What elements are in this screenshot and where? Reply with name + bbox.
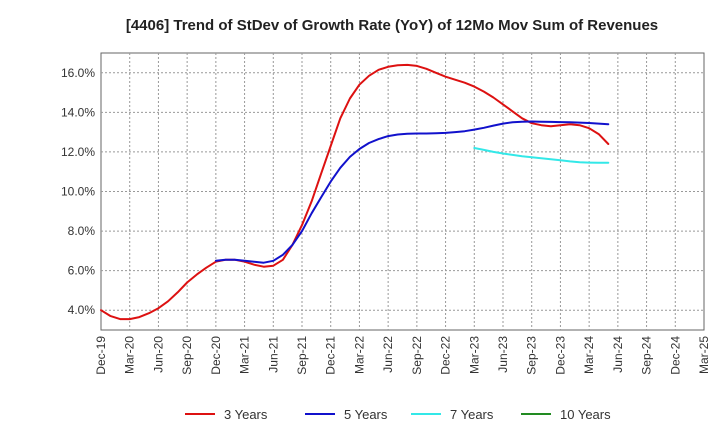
- x-tick-label: Jun-23: [496, 336, 510, 373]
- x-tick-label: Sep-24: [640, 336, 654, 375]
- x-tick-label: Sep-22: [410, 336, 424, 375]
- chart-title: [4406] Trend of StDev of Growth Rate (Yo…: [126, 17, 658, 34]
- legend-label-10-years: 10 Years: [560, 407, 611, 422]
- x-tick-label: Mar-21: [238, 336, 252, 374]
- y-tick-label: 12.0%: [61, 145, 95, 159]
- x-tick-label: Jun-20: [151, 336, 165, 373]
- x-tick-label: Jun-21: [266, 336, 280, 373]
- x-tick-label: Sep-23: [525, 336, 539, 375]
- y-axis-ticks: 4.0% 6.0% 8.0% 10.0% 12.0% 14.0% 16.0%: [61, 66, 95, 317]
- x-tick-label: Mar-24: [582, 336, 596, 374]
- x-tick-label: Jun-22: [381, 336, 395, 373]
- x-tick-label: Dec-22: [439, 336, 453, 375]
- legend-label-3-years: 3 Years: [224, 407, 268, 422]
- legend: 3 Years 5 Years 7 Years 10 Years: [185, 407, 611, 422]
- x-tick-label: Sep-21: [295, 336, 309, 375]
- y-tick-label: 16.0%: [61, 66, 95, 80]
- y-tick-label: 4.0%: [68, 303, 96, 317]
- x-tick-label: Dec-19: [94, 336, 108, 375]
- series-lines: [100, 63, 610, 321]
- x-tick-label: Mar-22: [352, 336, 366, 374]
- series-line-5-years: [214, 120, 610, 264]
- x-tick-label: Mar-25: [697, 336, 711, 374]
- series-line-3-years: [100, 63, 610, 321]
- x-tick-label: Mar-20: [123, 336, 137, 374]
- y-tick-label: 6.0%: [68, 264, 96, 278]
- x-tick-label: Jun-24: [611, 336, 625, 373]
- x-tick-label: Dec-21: [324, 336, 338, 375]
- x-tick-label: Dec-20: [209, 336, 223, 375]
- series-line-7-years: [473, 147, 610, 164]
- y-tick-label: 8.0%: [68, 224, 96, 238]
- y-tick-label: 14.0%: [61, 105, 95, 119]
- x-tick-label: Dec-23: [553, 336, 567, 375]
- legend-label-7-years: 7 Years: [450, 407, 494, 422]
- legend-label-5-years: 5 Years: [344, 407, 388, 422]
- x-axis-ticks: Dec-19 Mar-20 Jun-20 Sep-20 Dec-20 Mar-21 Jun-…: [94, 336, 711, 375]
- y-tick-label: 10.0%: [61, 185, 95, 199]
- x-tick-label: Dec-24: [668, 336, 682, 375]
- x-tick-label: Mar-23: [467, 336, 481, 374]
- x-tick-label: Sep-20: [180, 336, 194, 375]
